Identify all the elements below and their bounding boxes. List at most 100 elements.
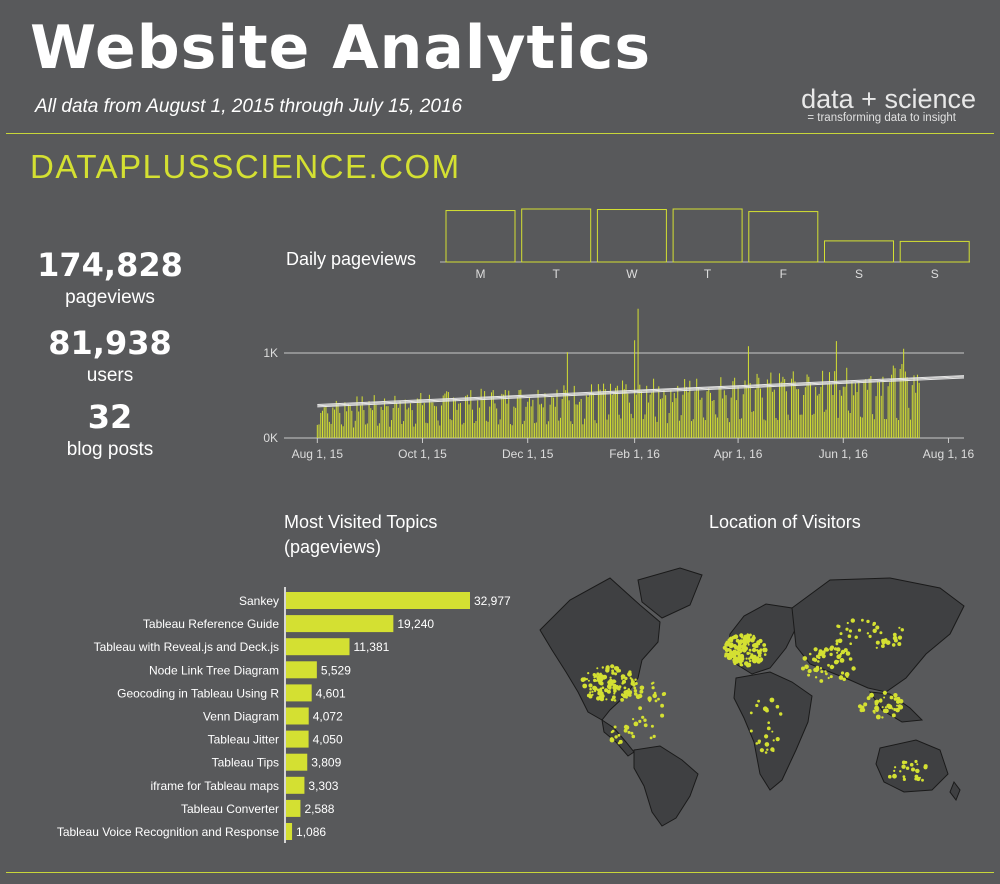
- visitor-dot: [891, 713, 896, 718]
- visitor-dot: [849, 642, 852, 645]
- visitor-dot: [613, 692, 616, 695]
- x-tick-label: Aug 1, 16: [923, 447, 975, 461]
- weekday-bar: [824, 240, 894, 263]
- visitor-dot: [729, 644, 734, 649]
- visitor-dot: [879, 698, 883, 702]
- visitor-dot: [845, 651, 851, 656]
- visitor-dot: [815, 654, 820, 659]
- visitor-dot: [739, 653, 745, 659]
- visitor-dot: [779, 712, 783, 716]
- visitor-dot: [607, 683, 611, 687]
- visitor-dot: [744, 661, 749, 666]
- visitor-dot: [830, 645, 834, 649]
- topic-label: Tableau Reference Guide: [143, 617, 279, 631]
- visitor-dot: [599, 681, 604, 686]
- visitor-dot: [763, 653, 767, 656]
- visitor-dot: [629, 677, 632, 680]
- visitor-dot: [613, 689, 617, 693]
- visitor-dot: [838, 675, 844, 680]
- topic-label: Venn Diagram: [203, 710, 279, 724]
- visitor-dot: [893, 769, 896, 772]
- visitor-dot: [898, 704, 904, 710]
- visitor-dot: [748, 657, 751, 660]
- topic-value-label: 1,086: [296, 825, 326, 839]
- topic-bar: [286, 638, 350, 656]
- visitor-dot: [726, 655, 732, 661]
- site-link[interactable]: DATAPLUSSCIENCE.COM: [30, 148, 461, 185]
- visitor-dot: [593, 678, 597, 683]
- visitor-dot: [622, 679, 626, 684]
- topic-value-label: 11,381: [354, 640, 390, 654]
- visitor-dot: [757, 699, 760, 703]
- visitor-dot: [732, 649, 736, 653]
- visitor-dot: [732, 659, 737, 663]
- visitor-dot: [881, 706, 884, 709]
- weekday-bar: [445, 210, 516, 263]
- visitor-dot: [624, 676, 628, 681]
- visitor-dot: [893, 693, 898, 698]
- visitor-dot: [605, 698, 608, 701]
- visitor-dot: [833, 659, 839, 665]
- visitor-dot: [767, 721, 770, 724]
- visitor-dot: [741, 647, 745, 650]
- visitor-dot: [746, 636, 751, 641]
- visitor-dot: [733, 661, 737, 666]
- visitor-dot: [727, 648, 731, 652]
- visitor-dot: [627, 688, 631, 691]
- x-tick-label: Apr 1, 16: [714, 447, 763, 461]
- visitor-dot: [624, 725, 630, 730]
- kpi-posts-label: blog posts: [66, 439, 154, 460]
- visitor-dot: [617, 733, 621, 737]
- visitor-dot: [652, 693, 657, 699]
- visitor-dot: [821, 654, 826, 659]
- visitor-dot: [825, 648, 829, 652]
- visitor-dot: [859, 708, 864, 713]
- visitor-dot: [762, 650, 765, 653]
- weekday-tick-label: F: [780, 267, 787, 281]
- visitor-dot: [647, 697, 652, 702]
- visitor-dot: [875, 640, 880, 645]
- topic-value-label: 5,529: [321, 663, 351, 677]
- visitor-dot: [759, 649, 762, 653]
- timeline-chart: 1K 0K Aug 1, 15 Oct 1, 15 Dec 1, 15 Feb 1, 16…: [263, 308, 975, 461]
- topic-label: Tableau Jitter: [208, 733, 279, 747]
- asia-shape: [791, 577, 965, 693]
- visitor-dot: [650, 724, 654, 728]
- visitor-dot: [754, 657, 760, 662]
- visitor-dot: [587, 679, 590, 682]
- visitor-dot: [836, 624, 840, 628]
- topic-label: Tableau Converter: [181, 802, 279, 816]
- visitor-dot: [884, 706, 887, 709]
- trend-line: [317, 377, 965, 408]
- visitor-dot: [633, 689, 638, 693]
- visitor-dot: [835, 639, 840, 643]
- visitor-dot: [842, 677, 846, 682]
- visitor-dot: [589, 687, 592, 691]
- topic-value-label: 32,977: [474, 594, 511, 608]
- visitor-dot: [836, 647, 841, 652]
- visitor-dot: [836, 654, 841, 659]
- weekday-tick-label: S: [931, 267, 939, 281]
- topic-value-label: 19,240: [397, 617, 434, 631]
- visitor-location-map[interactable]: [530, 560, 970, 830]
- topic-label: Tableau with Reveal.js and Deck.js: [94, 640, 279, 654]
- visitor-dot: [863, 702, 868, 707]
- central-america-shape: [601, 718, 635, 757]
- north-america-shape: [539, 577, 661, 721]
- visitor-dot: [611, 671, 615, 675]
- header-divider: [6, 133, 994, 134]
- visitor-dot: [896, 696, 901, 701]
- visitor-dot: [725, 640, 729, 644]
- visitor-dot: [825, 672, 828, 676]
- page-title: Website Analytics: [30, 13, 652, 83]
- weekday-tick-label: S: [855, 267, 863, 281]
- visitor-dot: [813, 647, 818, 652]
- visitor-dot: [739, 633, 744, 638]
- visitor-dot: [889, 695, 894, 700]
- visitor-dot: [840, 649, 846, 655]
- visitor-dot: [901, 760, 906, 765]
- visitor-dot: [634, 692, 638, 696]
- topic-value-label: 4,072: [313, 710, 343, 724]
- x-tick-label: Oct 1, 15: [398, 447, 447, 461]
- visitor-dot: [620, 698, 624, 702]
